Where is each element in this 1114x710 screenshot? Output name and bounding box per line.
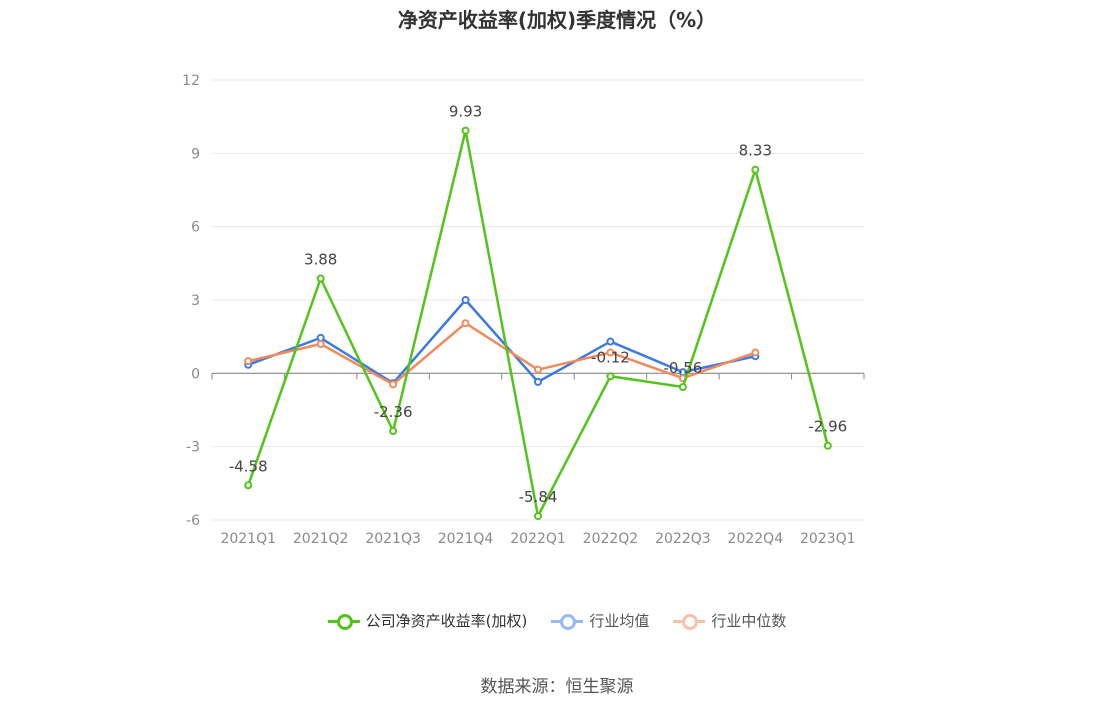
data-label: -2.96	[808, 418, 847, 436]
data-point	[389, 427, 398, 436]
data-label: -2.36	[374, 403, 413, 421]
y-tick-label: -6	[186, 513, 200, 529]
data-source: 数据来源：恒生聚源	[480, 677, 634, 697]
data-label: -0.56	[663, 359, 702, 377]
y-tick-label: 0	[191, 366, 200, 382]
data-point	[534, 377, 542, 386]
legend-swatch	[673, 613, 706, 630]
y-tick-label: 3	[191, 293, 200, 309]
data-label: -5.84	[519, 488, 558, 506]
data-label: -4.58	[229, 457, 268, 475]
x-tick-label: 2021Q3	[365, 531, 421, 547]
y-tick-label: -3	[186, 440, 200, 456]
data-point	[461, 296, 470, 304]
x-tick-label: 2022Q4	[728, 531, 784, 547]
data-point	[606, 337, 615, 346]
data-point	[751, 165, 760, 174]
series-line	[247, 129, 829, 518]
data-point	[461, 319, 470, 328]
data-point	[534, 365, 542, 374]
data-point	[534, 512, 542, 521]
data-point	[316, 333, 325, 342]
y-tick-label: 6	[191, 220, 200, 236]
data-point	[244, 481, 253, 490]
x-tick-label: 2022Q2	[583, 531, 639, 547]
chart-title: 净资产收益率(加权)季度情况（%）	[397, 8, 717, 32]
data-point	[389, 380, 398, 389]
legend-swatch	[551, 613, 584, 630]
x-tick-label: 2021Q2	[293, 531, 349, 547]
data-point	[316, 340, 325, 348]
y-tick-label: 12	[182, 73, 200, 89]
data-label: 3.88	[304, 250, 337, 268]
legend-swatch	[327, 613, 360, 630]
data-point	[606, 348, 615, 357]
series-line	[247, 298, 756, 385]
data-point	[461, 126, 470, 135]
data-label: -0.12	[591, 348, 630, 366]
x-tick-label: 2023Q1	[800, 531, 856, 547]
legend-item[interactable]: 行业中位数	[673, 610, 786, 631]
data-point	[316, 274, 325, 283]
legend-label: 行业中位数	[711, 612, 787, 630]
legend-item[interactable]: 公司净资产收益率(加权)	[327, 610, 528, 631]
data-point	[823, 441, 832, 450]
data-point	[751, 348, 760, 357]
legend-label: 行业均值	[589, 612, 650, 630]
legend-label: 公司净资产收益率(加权)	[365, 612, 528, 630]
data-point	[678, 383, 687, 392]
legend-item[interactable]: 行业均值	[551, 610, 649, 631]
data-label: 8.33	[739, 142, 772, 160]
chart-legend: 公司净资产收益率(加权) 行业均值 行业中位数	[0, 610, 1114, 631]
line-chart: 12 9 6 3 0 -3 -6 2021Q1 2021Q2 2021Q3 2021Q4 2022Q1…	[182, 73, 865, 547]
data-point	[606, 372, 615, 381]
x-tick-label: 2021Q4	[438, 531, 494, 547]
data-label: 9.93	[449, 103, 482, 121]
x-tick-label: 2021Q1	[220, 531, 276, 547]
series-line	[247, 321, 756, 386]
data-point	[244, 357, 253, 366]
x-tick-label: 2022Q3	[655, 531, 711, 547]
y-tick-label: 9	[191, 146, 200, 162]
x-tick-label: 2022Q1	[510, 531, 566, 547]
